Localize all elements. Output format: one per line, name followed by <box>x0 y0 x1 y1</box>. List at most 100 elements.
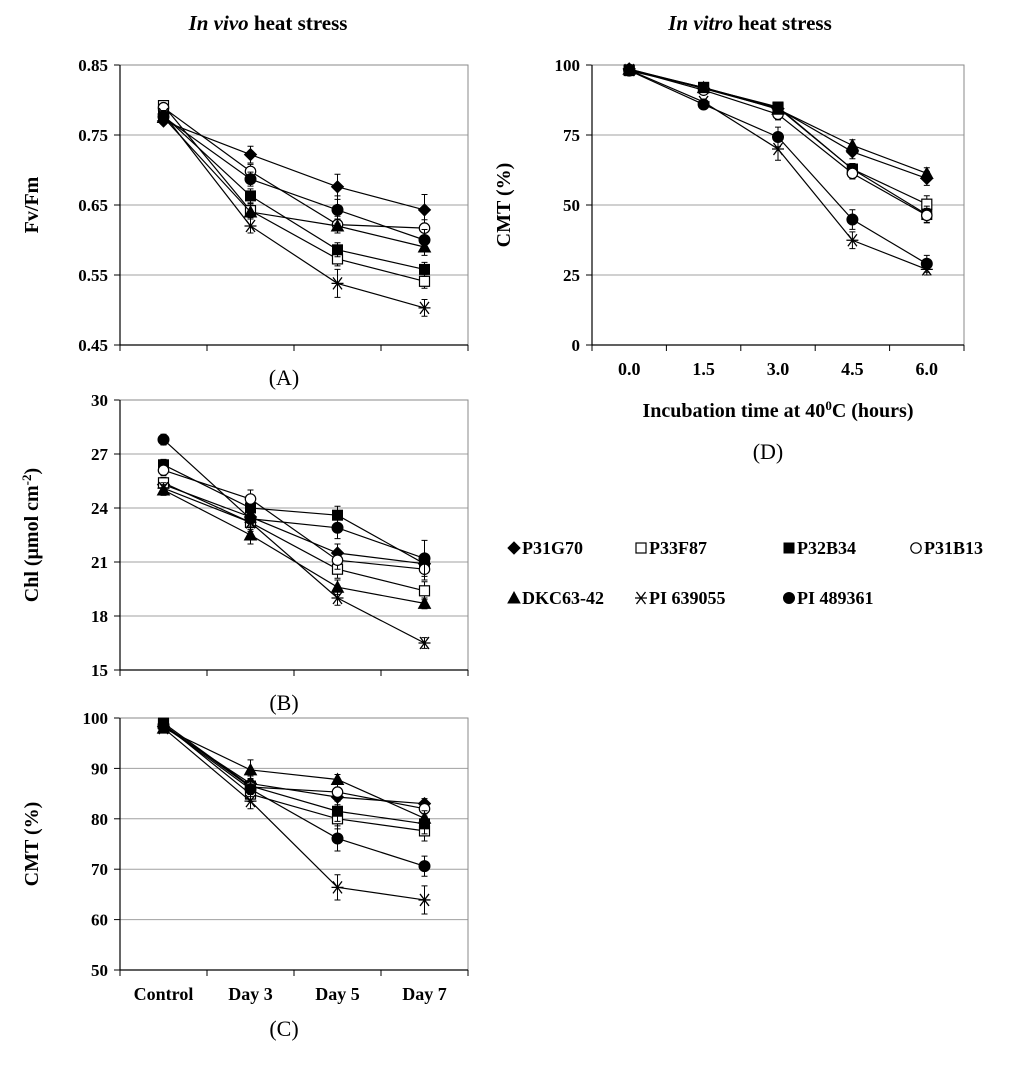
series-line <box>163 727 425 819</box>
data-point <box>332 805 343 817</box>
series-line <box>163 725 425 867</box>
x-axis-label: Incubation time at 400C (hours) <box>643 398 914 423</box>
data-point <box>418 275 431 287</box>
series-p31b13 <box>157 101 431 237</box>
data-point <box>331 203 344 216</box>
y-tick-label: 60 <box>91 911 108 930</box>
y-axis-label: CMT (%) <box>21 802 43 887</box>
legend-item-p31g70: P31G70 <box>507 538 583 558</box>
series-line <box>163 727 425 901</box>
data-point <box>920 257 933 270</box>
legend-marker <box>910 542 922 554</box>
series-line <box>163 722 425 825</box>
panel-label: (B) <box>269 690 298 715</box>
data-point <box>846 167 859 180</box>
series-p31b13 <box>157 464 431 581</box>
data-point <box>243 147 258 162</box>
panel-label: (D) <box>753 439 784 464</box>
series-p32b34 <box>158 717 430 835</box>
invivo-heading: In vivo heat stress <box>188 11 348 35</box>
data-point <box>244 512 257 525</box>
y-tick-label: 100 <box>555 56 581 75</box>
y-tick-label: 100 <box>83 709 109 728</box>
legend-item-p31b13: P31B13 <box>910 538 983 558</box>
data-point <box>419 263 430 275</box>
series-line <box>163 724 425 810</box>
series-line <box>163 439 425 559</box>
y-tick-label: 15 <box>91 661 108 680</box>
x-tick-label: 6.0 <box>916 359 939 379</box>
y-tick-label: 18 <box>91 607 108 626</box>
legend-marker <box>783 592 795 604</box>
series-line <box>163 117 425 248</box>
legend-label: P32B34 <box>797 538 856 558</box>
y-tick-label: 70 <box>91 860 108 879</box>
legend-marker <box>635 591 647 605</box>
y-tick-label: 0.85 <box>78 56 108 75</box>
legend-label: PI 639055 <box>649 588 726 608</box>
y-tick-label: 50 <box>563 196 580 215</box>
data-point <box>623 64 636 77</box>
data-point <box>244 219 257 233</box>
data-point <box>330 180 345 194</box>
legend-item-pi-489361: PI 489361 <box>783 588 874 608</box>
series-line <box>163 114 425 270</box>
data-point <box>418 636 431 650</box>
data-point <box>244 783 257 796</box>
data-point <box>417 811 432 824</box>
y-axis-label: Chl (μmol cm-2) <box>19 468 44 602</box>
x-tick-label: 4.5 <box>841 359 864 379</box>
data-point <box>418 860 431 873</box>
series-pi-639055 <box>157 107 431 317</box>
data-point <box>331 277 344 290</box>
legend-label: PI 489361 <box>797 588 874 608</box>
legend-label: P31B13 <box>924 538 983 558</box>
series-pi-639055 <box>157 721 431 915</box>
data-point <box>244 173 257 186</box>
y-tick-label: 0 <box>572 336 581 355</box>
data-point <box>245 190 256 202</box>
y-tick-label: 80 <box>91 810 108 829</box>
x-tick-label: 0.0 <box>618 359 641 379</box>
series-pi-489361 <box>157 110 431 251</box>
series-p31b13 <box>157 718 431 817</box>
series-pi-489361 <box>157 433 431 577</box>
series-line <box>163 469 425 570</box>
series-line <box>628 69 928 270</box>
data-point <box>157 481 170 495</box>
series-pi-489361 <box>157 719 431 877</box>
data-point <box>418 301 431 315</box>
data-point <box>771 102 785 115</box>
series-line <box>163 107 425 229</box>
x-tick-label: Control <box>134 984 194 1004</box>
y-tick-label: 0.55 <box>78 266 108 285</box>
series-line <box>163 482 425 592</box>
series-line <box>163 105 425 282</box>
invitro-heading: In vitro heat stress <box>667 11 832 35</box>
series-line <box>163 113 425 309</box>
legend-marker <box>507 590 521 604</box>
legend-marker <box>635 542 647 554</box>
data-point <box>243 527 258 541</box>
y-tick-label: 50 <box>91 961 108 980</box>
legend-item-p33f87: P33F87 <box>635 538 707 558</box>
data-point <box>418 552 431 565</box>
panel-a-chart: 0.45 0.55 0.65 0.75 0.85 Fv/Fm (A) <box>21 56 469 390</box>
data-point <box>157 464 170 476</box>
data-point <box>417 203 432 217</box>
data-point <box>846 213 859 226</box>
y-tick-label: 30 <box>91 391 108 410</box>
series-p31g70 <box>156 719 432 811</box>
data-point <box>417 596 432 609</box>
data-point <box>243 762 258 776</box>
data-point <box>845 138 860 151</box>
series-line <box>163 726 425 805</box>
series-p31g70 <box>156 477 432 574</box>
y-tick-label: 75 <box>563 126 580 145</box>
series-line <box>163 489 425 604</box>
data-point <box>696 80 711 94</box>
data-point <box>157 433 170 446</box>
series-p31g70 <box>156 114 432 226</box>
x-tick-label: 3.0 <box>767 359 790 379</box>
